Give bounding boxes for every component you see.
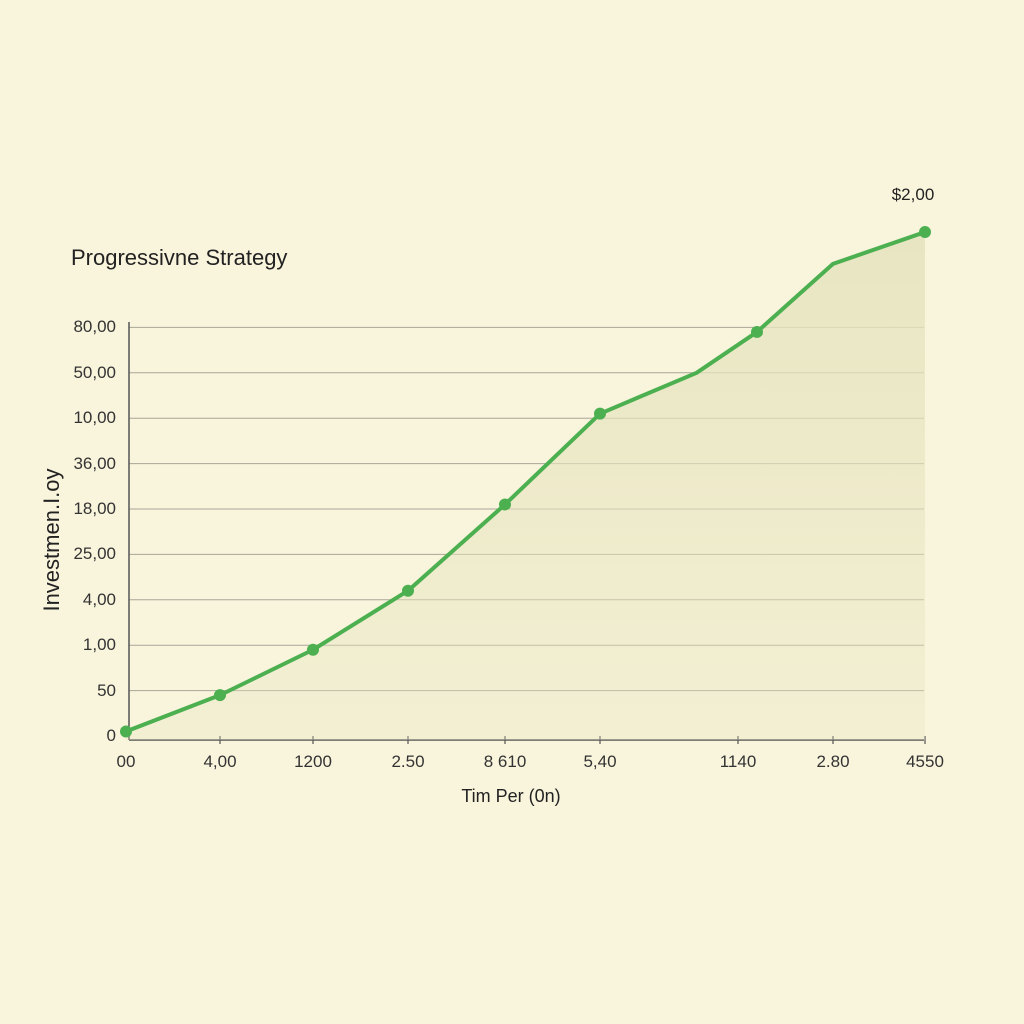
x-tick-label: 4550 (906, 752, 944, 771)
y-tick-label: 25,00 (73, 544, 116, 564)
x-axis-label: Tim Per (0n) (461, 786, 561, 806)
x-tick-label: 2.50 (391, 752, 425, 771)
data-point (594, 407, 606, 420)
data-point (919, 226, 931, 239)
data-point (307, 643, 319, 656)
y-tick-label: 50 (97, 680, 116, 700)
x-tick-label: 5,40 (583, 752, 617, 771)
data-point (751, 325, 763, 338)
y-axis-label: Investmen.I.oy (39, 468, 64, 612)
x-tick-label: 1200 (294, 752, 332, 771)
data-point (402, 584, 414, 597)
y-tick-label: 18,00 (73, 499, 116, 518)
y-tick-label: 10,00 (73, 408, 116, 428)
x-tick-label: 1140 (719, 752, 757, 771)
data-point (499, 498, 511, 511)
x-tick-label: 8 610 (483, 752, 527, 771)
x-tick-label: 2.80 (816, 752, 850, 771)
end-value-annotation: $2,00 (891, 185, 935, 204)
x-tick-label: 00 (116, 752, 136, 771)
y-tick-label: 4,00 (82, 589, 116, 609)
y-tick-label: 50,00 (73, 362, 116, 382)
y-tick-label: 36,00 (73, 453, 116, 473)
data-point (120, 725, 132, 738)
data-point (214, 689, 226, 702)
y-tick-label: 1,00 (82, 635, 116, 655)
chart-title: Progressivne Strategy (71, 245, 288, 270)
y-tick-label: 80,00 (73, 317, 116, 337)
y-tick-label: 0 (106, 726, 116, 745)
series-line (125, 230, 926, 734)
x-tick-label: 4,00 (203, 752, 237, 771)
